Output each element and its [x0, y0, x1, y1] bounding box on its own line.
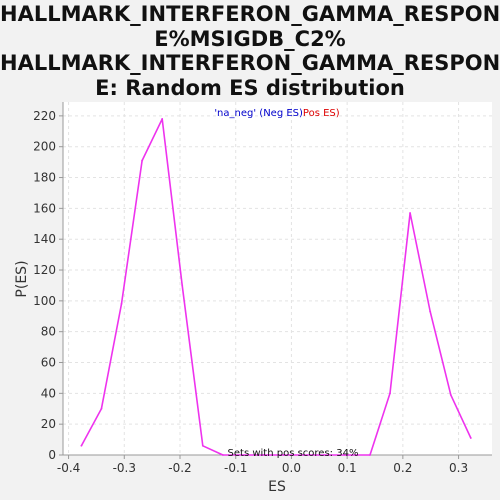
data-point	[369, 454, 371, 456]
y-tick-label: 180	[33, 171, 56, 185]
legend: 'na_neg' (Neg ES)Pos ES)	[214, 108, 339, 119]
chart-title: HALLMARK_INTERFERON_GAMMA_RESPONS E%MSIG…	[0, 0, 500, 100]
y-tick-label: 100	[33, 294, 56, 308]
chart-title-line-3: HALLMARK_INTERFERON_GAMMA_RESPONS	[0, 51, 500, 75]
x-axis-title: ES	[268, 479, 286, 495]
x-tick-label: -0.4	[57, 461, 80, 475]
x-tick-label: 0.0	[282, 461, 301, 475]
data-point	[409, 212, 411, 214]
annotation-pos-scores: Sets with pos scores: 34%	[228, 448, 359, 459]
data-point	[161, 118, 164, 120]
chart-title-line-2: E%MSIGDB_C2%	[154, 26, 346, 51]
y-tick-label: 120	[33, 263, 56, 277]
x-tick-label: -0.3	[113, 461, 136, 475]
data-point	[201, 444, 204, 447]
x-tick-label: 0.3	[449, 461, 468, 475]
data-point	[429, 310, 432, 313]
x-tick-label: 0.1	[338, 461, 357, 475]
data-point	[302, 454, 305, 456]
y-axis-title: P(ES)	[14, 260, 30, 297]
x-tick-label: -0.1	[224, 461, 247, 475]
chart-title-line-4: E: Random ES distribution	[95, 75, 405, 100]
legend-text: 'na_neg' (Neg ES)Pos ES)	[214, 108, 339, 119]
data-point	[389, 392, 391, 395]
y-tick-label: 140	[33, 232, 56, 246]
data-point	[120, 303, 123, 305]
y-tick-label: 160	[33, 201, 56, 215]
data-point	[449, 393, 452, 396]
plot-area	[63, 102, 492, 455]
y-tick-label: 20	[41, 417, 56, 431]
data-point	[242, 454, 244, 456]
x-tick-label: 0.2	[393, 461, 412, 475]
data-point	[100, 407, 103, 410]
y-tick-label: 200	[33, 140, 56, 154]
chart-title-line-1: HALLMARK_INTERFERON_GAMMA_RESPONS	[0, 2, 500, 26]
data-point	[262, 454, 265, 456]
data-point	[141, 159, 144, 162]
data-point	[80, 444, 83, 447]
y-tick-label: 60	[41, 356, 56, 370]
y-tick-label: 0	[48, 448, 56, 462]
data-point	[343, 454, 346, 456]
y-tick-label: 220	[33, 109, 56, 123]
legend-entry-pos: Pos ES)	[303, 108, 340, 119]
legend-entry-neg: 'na_neg' (Neg ES)	[214, 108, 303, 119]
data-point	[469, 437, 472, 439]
data-point	[181, 284, 184, 287]
series	[80, 118, 472, 456]
x-tick-label: -0.2	[168, 461, 191, 475]
y-tick-label: 80	[41, 325, 56, 339]
y-tick-label: 40	[41, 386, 56, 400]
series-line	[80, 118, 472, 456]
ticks: 0 20 40 60 80 100 120 140 160 180 200 220 -0.4 -0.3 -0…	[33, 109, 468, 475]
data-point	[282, 454, 285, 456]
data-point	[222, 454, 224, 456]
data-point	[323, 454, 326, 456]
